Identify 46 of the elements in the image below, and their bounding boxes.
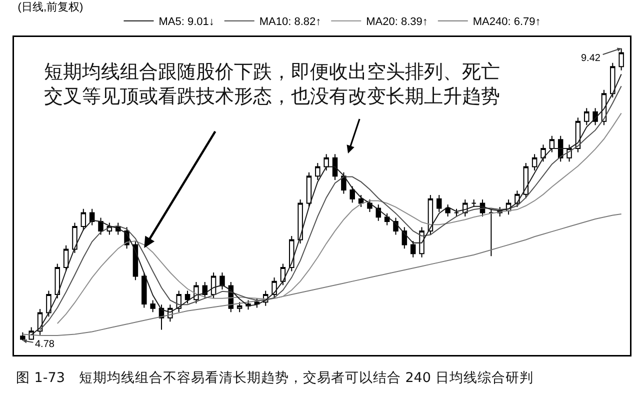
candlestick	[610, 62, 616, 98]
candlestick	[532, 154, 538, 171]
candlestick	[549, 135, 555, 153]
candlestick	[584, 108, 590, 126]
legend-label: MA5: 9.01↓	[158, 16, 214, 28]
candlestick	[150, 300, 156, 313]
legend-label: MA10: 8.82↑	[259, 16, 322, 28]
candlestick	[445, 204, 450, 217]
candlestick	[63, 244, 69, 272]
candlestick	[20, 332, 26, 342]
candlestick	[236, 302, 242, 313]
candlestick	[324, 154, 329, 171]
candlestick	[89, 208, 95, 226]
candlestick	[298, 198, 303, 244]
candlestick	[384, 212, 390, 226]
candlestick	[471, 198, 476, 208]
legend-label: MA20: 8.39↑	[366, 16, 428, 28]
annotation: 短期均线组合跟随股价下跌，即便收出空头排列、死亡交叉等见顶或看跌技术形态，也没有改变长期上升趋势	[44, 61, 500, 108]
caption: 图 1-73 短期均线组合不容易看清长期趋势，交易者可以结合 240 日均线综合研判	[16, 370, 534, 386]
candlestick	[98, 217, 104, 236]
candlestick	[142, 272, 147, 308]
candlestick	[341, 172, 346, 194]
legend-label: MA240: 6.79↑	[472, 16, 541, 28]
candlestick	[72, 222, 78, 254]
candlestick	[315, 162, 320, 180]
candlestick	[410, 240, 416, 258]
annotation: 9.42	[581, 53, 601, 64]
candlestick	[332, 154, 338, 180]
candlestick	[46, 290, 52, 318]
candlestick	[220, 272, 225, 290]
candlestick	[272, 277, 277, 299]
annotation: 4.78	[35, 339, 55, 350]
candlestick	[540, 144, 546, 162]
candlestick	[436, 194, 442, 213]
candlestick	[454, 208, 460, 217]
candlestick	[350, 186, 355, 204]
candlestick	[280, 263, 286, 286]
candlestick	[289, 235, 294, 272]
candlestick	[367, 198, 372, 213]
candlestick	[54, 263, 60, 299]
candlestick	[488, 208, 494, 257]
candlestick	[402, 226, 408, 250]
candlestick	[306, 172, 312, 208]
candlestick	[80, 208, 86, 231]
chart-title: (日线,前复权)	[18, 0, 84, 14]
candlestick	[184, 290, 190, 304]
